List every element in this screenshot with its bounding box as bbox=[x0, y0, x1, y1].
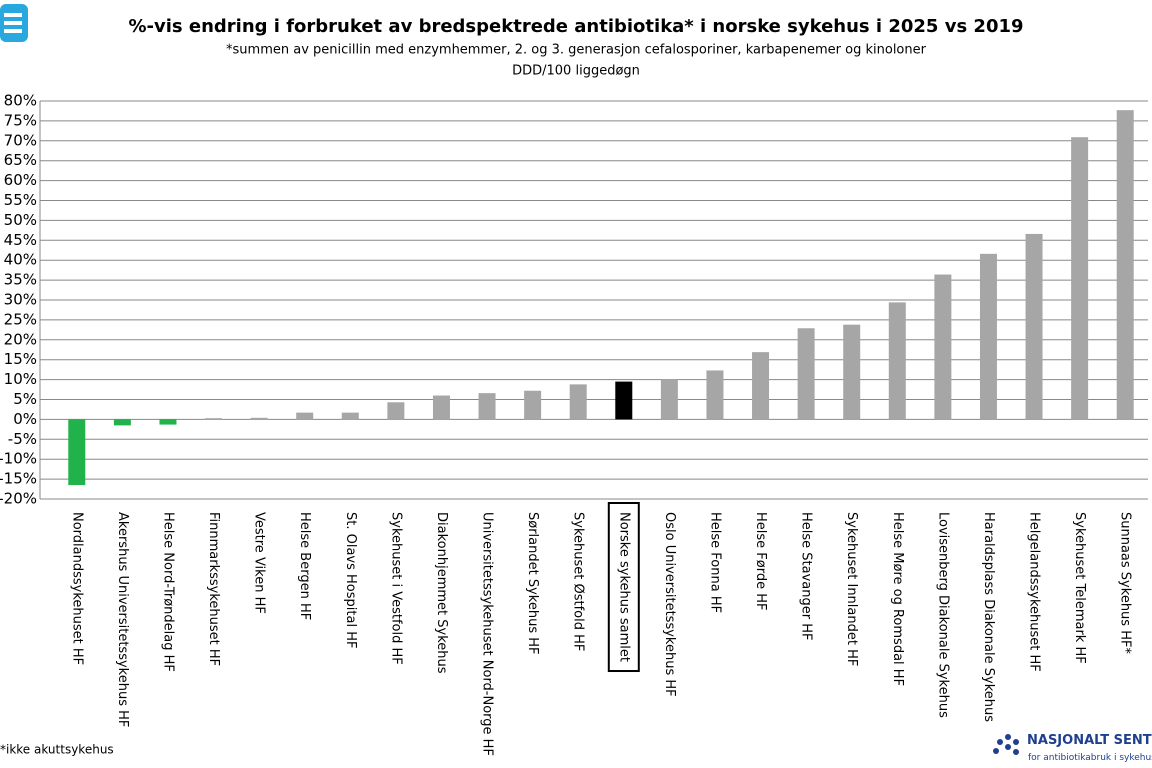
bar bbox=[341, 412, 359, 420]
x-tick-label: Universitetssykehuset Nord-Norge HF bbox=[480, 512, 495, 756]
bar bbox=[569, 384, 587, 420]
bar bbox=[979, 253, 997, 420]
bar bbox=[934, 274, 952, 420]
bar bbox=[524, 390, 542, 420]
y-tick-label: 50% bbox=[4, 211, 37, 229]
bar bbox=[205, 418, 223, 420]
x-tick-label: Sykehuset i Vestfold HF bbox=[388, 512, 403, 665]
y-tick-label: 30% bbox=[4, 291, 37, 309]
logo-icon bbox=[0, 4, 28, 42]
bar bbox=[1116, 110, 1134, 420]
y-tick-label: 65% bbox=[4, 151, 37, 169]
y-tick-label: 35% bbox=[4, 271, 37, 289]
y-axis-label: DDD/100 liggedøgn bbox=[512, 64, 640, 79]
y-tick-label: -10% bbox=[0, 450, 37, 468]
x-tick-label: Haraldsplass Diakonale Sykehus bbox=[981, 512, 996, 722]
x-tick-label: Sørlandet Sykehus HF bbox=[525, 512, 540, 655]
x-tick-label: Diakonhjemmet Sykehus bbox=[434, 512, 449, 674]
x-tick-label: Oslo Universitetssykehus HF bbox=[662, 512, 677, 697]
y-tick-label: 10% bbox=[4, 370, 37, 388]
bar bbox=[888, 302, 906, 420]
chart-subtitle: *summen av penicillin med enzymhemmer, 2… bbox=[226, 43, 927, 58]
x-tick-label: Helse Møre og Romsdal HF bbox=[890, 512, 905, 686]
x-tick-label: Helse Nord-Trøndelag HF bbox=[160, 512, 175, 672]
bar bbox=[250, 417, 268, 420]
x-tick-label: Helgelandssykehuset HF bbox=[1027, 512, 1042, 672]
bar bbox=[706, 370, 724, 420]
y-tick-label: -5% bbox=[8, 430, 37, 448]
bar bbox=[387, 402, 405, 420]
bar bbox=[843, 324, 861, 420]
x-tick-label: Helse Stavanger HF bbox=[799, 512, 814, 640]
x-tick-label: Sykehuset Østfold HF bbox=[571, 512, 586, 651]
y-tick-label: 15% bbox=[4, 350, 37, 368]
y-tick-label: -20% bbox=[0, 490, 37, 508]
x-tick-label: Norske sykehus samlet bbox=[616, 512, 631, 662]
bar bbox=[1025, 233, 1043, 420]
y-tick-label: 40% bbox=[4, 251, 37, 269]
x-tick-label: Helse Førde HF bbox=[753, 512, 768, 610]
bar bbox=[797, 328, 815, 420]
footnote: *ikke akuttsykehus bbox=[0, 743, 114, 757]
y-tick-label: 80% bbox=[4, 92, 37, 110]
y-tick-label: 0% bbox=[13, 410, 37, 428]
bar bbox=[1071, 137, 1089, 420]
logo bbox=[993, 734, 1019, 755]
y-tick-label: 25% bbox=[4, 310, 37, 328]
bar bbox=[478, 393, 496, 420]
y-tick-label: 20% bbox=[4, 330, 37, 348]
logo-title: NASJONALT SENTE bbox=[1027, 733, 1152, 748]
x-tick-label: Finnmarkssykehuset HF bbox=[206, 512, 221, 666]
x-tick-label: Vestre Viken HF bbox=[252, 512, 267, 614]
bar bbox=[113, 419, 131, 426]
y-tick-label: 75% bbox=[4, 111, 37, 129]
x-tick-label: Helse Fonna HF bbox=[707, 512, 722, 613]
bar bbox=[660, 379, 678, 420]
bar bbox=[296, 412, 314, 420]
y-tick-label: 45% bbox=[4, 231, 37, 249]
bar bbox=[432, 395, 450, 420]
bar bbox=[615, 381, 633, 420]
x-tick-label: Helse Bergen HF bbox=[297, 512, 312, 620]
bar bbox=[68, 419, 86, 486]
y-tick-label: 55% bbox=[4, 191, 37, 209]
y-tick-label: -15% bbox=[0, 470, 37, 488]
x-tick-label: Akershus Universitetssykehus HF bbox=[115, 512, 130, 727]
x-tick-label: Sunnaas Sykehus HF* bbox=[1118, 512, 1133, 654]
highlight-box bbox=[607, 502, 640, 673]
x-tick-label: St. Olavs Hospital HF bbox=[343, 512, 358, 648]
chart-title: %-vis endring i forbruket av bredspektre… bbox=[128, 16, 1023, 37]
bar bbox=[752, 352, 770, 420]
x-tick-label: Sykehuset Telemark HF bbox=[1072, 512, 1087, 664]
bar bbox=[159, 419, 177, 425]
logo-subtitle: for antibiotikabruk i sykehus bbox=[1028, 753, 1152, 763]
x-tick-label: Lovisenberg Diakonale Sykehus bbox=[935, 512, 950, 718]
y-tick-label: 60% bbox=[4, 171, 37, 189]
x-tick-label: Sykehuset Innlandet HF bbox=[844, 512, 859, 666]
y-tick-label: 70% bbox=[4, 131, 37, 149]
x-tick-label: Nordlandssykehuset HF bbox=[69, 512, 84, 665]
y-tick-label: 5% bbox=[13, 390, 37, 408]
